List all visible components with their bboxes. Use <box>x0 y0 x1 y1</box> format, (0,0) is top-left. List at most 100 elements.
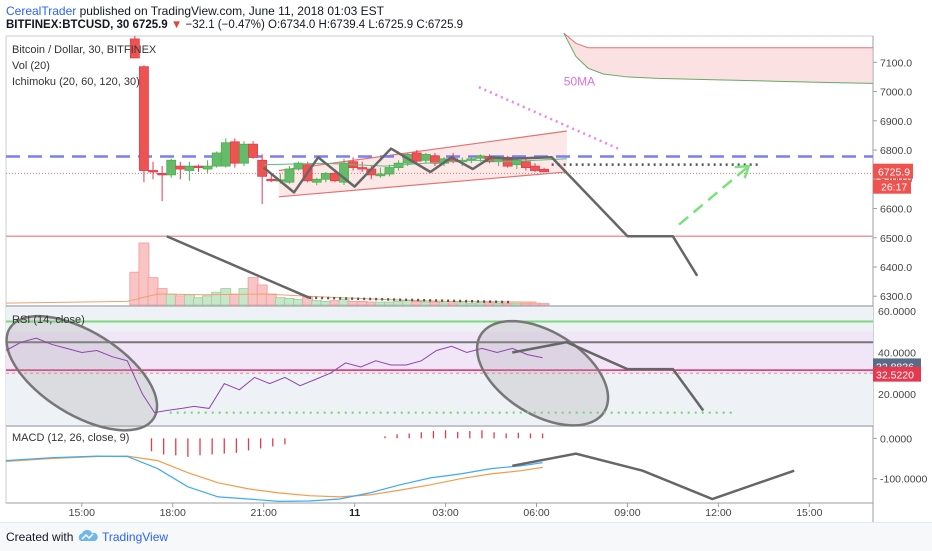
chart-header: CerealTrader published on TradingView.co… <box>0 0 932 36</box>
time-tick-label: 09:00 <box>614 507 640 519</box>
candle-body <box>411 152 422 162</box>
candle-body <box>475 155 486 159</box>
last-price-tag-label: 6725.9 <box>878 167 910 179</box>
time-tick-label: 06:00 <box>523 507 549 519</box>
rising-channel-fill <box>278 131 567 197</box>
volume-bar <box>438 302 450 306</box>
candle-body <box>375 173 386 177</box>
time-tick-label: 12:00 <box>705 507 731 519</box>
candle-body <box>148 170 158 173</box>
volume-trend-line <box>166 235 310 299</box>
rsi-tick-label: 60.0000 <box>878 306 916 318</box>
candle-body <box>175 165 186 170</box>
volume-bar <box>411 300 423 306</box>
forecast-arrowhead <box>734 164 751 179</box>
price-tick-label: 6300.0 <box>880 291 912 303</box>
volume-bar <box>184 294 195 306</box>
ohlc-high: H:6739.4 <box>318 19 366 31</box>
candle-body <box>139 66 149 171</box>
volume-bar <box>538 303 550 306</box>
candle-body <box>357 167 368 170</box>
volume-bar <box>238 288 250 306</box>
price-tick-label: 6900.0 <box>880 116 912 128</box>
countdown-tag <box>873 179 911 194</box>
macd-forecast-path <box>512 452 795 501</box>
volume-bar <box>311 300 323 306</box>
ohlc-open: O:6734.0 <box>268 19 316 31</box>
candle-body <box>520 161 531 168</box>
author-link[interactable]: CerealTrader <box>6 4 77 18</box>
price-tick-label: 6800.0 <box>880 145 912 157</box>
candle-body <box>311 178 322 183</box>
last-price-tag <box>873 163 913 179</box>
volume-bar <box>475 302 486 306</box>
down-arrow-icon: ▼ <box>170 19 183 31</box>
candle-body <box>129 38 140 59</box>
volume-bar <box>320 300 332 306</box>
last-price: 6725.9 <box>132 19 168 31</box>
time-tick-label: 15:00 <box>796 507 822 519</box>
volume-bar <box>247 277 259 306</box>
macd-line <box>5 455 543 503</box>
volume-bar <box>284 298 295 306</box>
price-pane-title: Bitcoin / Dollar, 30, BITFINEX <box>12 44 157 56</box>
macd-signal-line <box>5 455 543 498</box>
candle-body <box>530 165 540 171</box>
candle-body <box>257 159 268 177</box>
publish-line: CerealTrader published on TradingView.co… <box>6 4 384 18</box>
volume-ma-line <box>5 293 537 304</box>
plot-frame <box>5 35 874 504</box>
volume-bar <box>447 302 459 306</box>
created-with-text: Created with <box>6 530 74 544</box>
volume-bar <box>384 301 395 306</box>
volume-bar <box>365 301 377 306</box>
symbol-line: BITFINEX:BTCUSD, 30 6725.9 ▼ −32.1 (−0.4… <box>6 19 463 31</box>
candle-body <box>339 162 349 183</box>
macd-tick-label: 0.0000 <box>880 433 912 445</box>
ichimoku-cloud <box>563 33 873 84</box>
publish-info: published on TradingView.com, June 11, 2… <box>76 4 385 18</box>
volume-bar <box>502 302 514 306</box>
volume-bar <box>347 300 359 306</box>
volume-bar <box>374 301 386 306</box>
price-tick-label: 6400.0 <box>880 262 912 274</box>
rsi-tick-label: 20.0000 <box>878 389 916 401</box>
footer-bar: Created with TradingView <box>0 522 932 551</box>
candle-body <box>266 178 277 182</box>
volume-bar <box>274 297 286 306</box>
rsi-legend: RSI (14, close) <box>12 314 85 326</box>
rsi-forecast-path <box>512 340 705 412</box>
time-tick-label: 15:00 <box>69 507 95 519</box>
time-tick-label: 18:00 <box>160 507 186 519</box>
volume-bar <box>520 302 532 306</box>
ohlc-low: L:6725.9 <box>368 19 414 31</box>
volume-bar <box>484 302 495 306</box>
volume-bar <box>193 297 204 306</box>
rsi-band <box>6 331 873 374</box>
rsi-highlight-ellipse <box>5 314 159 432</box>
volume-bar <box>329 300 341 306</box>
volume-bar <box>511 302 523 306</box>
candle-body <box>157 173 168 176</box>
candle-body <box>248 143 258 158</box>
candle-body <box>320 173 331 180</box>
time-tick-label: 11 <box>349 507 360 519</box>
tradingview-brand[interactable]: TradingView <box>102 530 169 544</box>
volume-bar <box>256 284 268 306</box>
price-change: −32.1 (−0.47%) <box>185 19 265 31</box>
volume-bar <box>456 302 468 306</box>
macd-tick-label: -100.0000 <box>880 474 927 486</box>
volume-legend: Vol (20) <box>12 60 50 72</box>
candle-body <box>211 152 222 167</box>
candle-body <box>220 142 231 167</box>
volume-bar <box>293 299 304 306</box>
chart-canvas[interactable]: 50MA7100.07000.06900.06800.06700.06600.0… <box>0 0 932 522</box>
volume-bar <box>147 277 159 306</box>
price-forecast-path <box>262 147 699 277</box>
price-tick-label: 6600.0 <box>880 204 912 216</box>
volume-bar <box>174 295 186 306</box>
volume-bar <box>338 299 350 306</box>
volume-bar <box>493 302 505 306</box>
price-tick-label: 6500.0 <box>880 233 912 245</box>
rsi-line <box>5 337 543 414</box>
